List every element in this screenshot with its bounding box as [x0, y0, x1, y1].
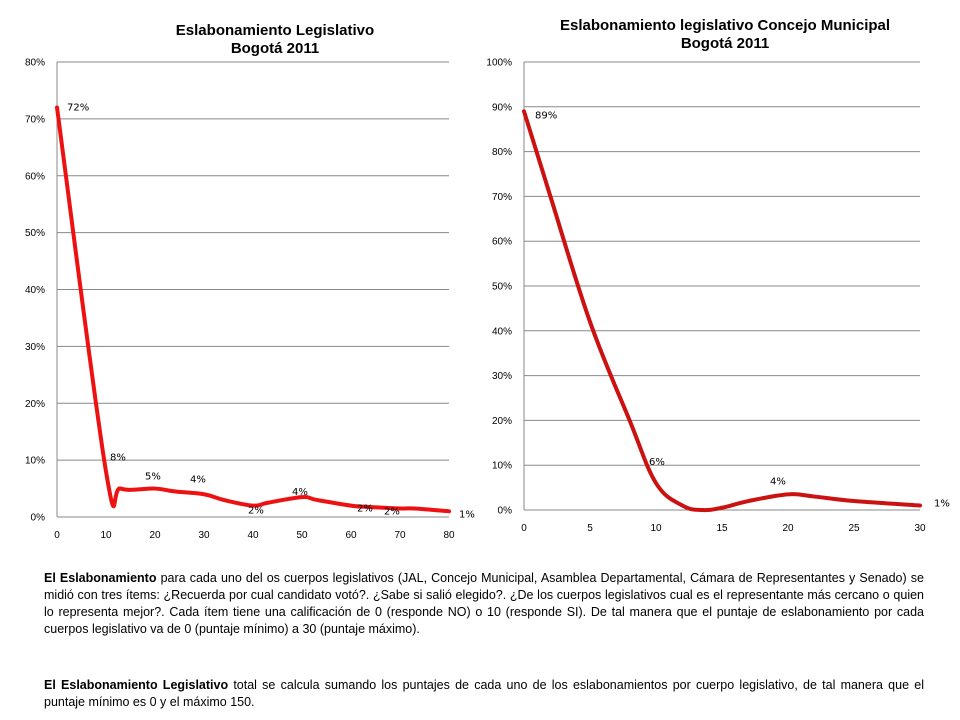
chart2-x-tick-label: 25: [848, 523, 860, 534]
chart1-x-tick-label: 70: [394, 530, 406, 541]
chart1-x-tick-label: 20: [149, 530, 161, 541]
chart2-title-line1: Eslabonamiento legislativo Concejo Munic…: [559, 17, 891, 34]
chart1-x-tick-label: 80: [443, 530, 455, 541]
chart2-data-label: 6%: [649, 457, 665, 468]
chart2-y-tick-label: 90%: [492, 102, 512, 113]
chart1-y-tick-label: 20%: [25, 399, 45, 410]
chart1-data-label: 8%: [110, 453, 126, 464]
chart1-y-tick-label: 70%: [25, 114, 45, 125]
chart1-y-tick-label: 10%: [25, 456, 45, 467]
chart2-series-line: [522, 109, 922, 513]
chart2-y-tick-label: 80%: [492, 147, 512, 158]
p2-body: total se calcula sumando los puntajes de…: [44, 678, 924, 709]
chart2-y-tick-label: 10%: [492, 461, 512, 472]
chart2-data-label: 4%: [770, 476, 786, 487]
chart1-data-label: 1%: [459, 509, 475, 520]
chart1-title-line1: Eslabonamiento Legislativo: [175, 22, 375, 39]
chart1-x-tick-label: 50: [296, 530, 308, 541]
chart1-data-label: 4%: [190, 474, 206, 485]
chart2-y-tick-label: 50%: [492, 282, 512, 293]
chart2-x-tick-label: 10: [650, 523, 662, 534]
p1-bold-term: El Eslabonamiento: [44, 571, 157, 585]
chart2-x-tick-label: 15: [716, 523, 728, 534]
chart2-y-tick-label: 100%: [486, 58, 512, 69]
chart2-subtitle: Bogotá 2011: [680, 35, 770, 52]
chart1-y-tick-label: 80%: [25, 58, 45, 69]
chart2-x-tick-label: 20: [782, 523, 794, 534]
chart1-y-tick-label: 60%: [25, 171, 45, 182]
chart2-data-label: 1%: [934, 499, 950, 510]
chart1-x-tick-label: 40: [247, 530, 259, 541]
chart1-data-label: 5%: [145, 472, 161, 483]
chart1-data-label: 4%: [292, 487, 308, 498]
description-paragraph-1: El Eslabonamiento para cada uno del os c…: [44, 570, 924, 638]
chart1-data-label: 2%: [248, 506, 264, 517]
chart1-data-label: 2%: [357, 504, 373, 515]
chart2-y-tick-label: 40%: [492, 326, 512, 337]
chart1-plot: 0% 10% 20% 30% 40% 50% 60% 70% 80% 0 10 20 30 40 50 60 7…: [25, 58, 475, 542]
chart1-data-label: 72%: [67, 103, 89, 114]
chart2-y-tick-label: 0%: [498, 506, 513, 517]
chart2-y-tick-label: 30%: [492, 371, 512, 382]
chart1-y-tick-label: 40%: [25, 285, 45, 296]
chart2-y-tick-label: 20%: [492, 416, 512, 427]
chart1-series-line: [55, 105, 451, 514]
chart1-y-tick-label: 0%: [31, 513, 46, 524]
chart1-subtitle: Bogotá 2011: [230, 40, 320, 57]
chart2-title: Eslabonamiento legislativo Concejo Munic…: [525, 17, 925, 53]
chart2-y-tick-label: 70%: [492, 192, 512, 203]
chart1-x-tick-label: 10: [100, 530, 112, 541]
chart2-x-tick-label: 5: [587, 523, 593, 534]
chart2-plot: 0% 10% 20% 30% 40% 50% 60% 70% 80% 90% 100% 0 5 10 15 2…: [486, 58, 949, 535]
chart2-x-tick-label: 30: [914, 523, 926, 534]
chart2-x-tick-label: 0: [521, 523, 527, 534]
chart1-y-tick-label: 50%: [25, 228, 45, 239]
chart1-data-label: 2%: [384, 506, 400, 517]
chart1-x-tick-label: 30: [198, 530, 210, 541]
chart2-y-tick-label: 60%: [492, 237, 512, 248]
chart2-data-label: 89%: [535, 110, 557, 121]
p2-bold-term: El Eslabonamiento Legislativo: [44, 678, 229, 692]
chart1-y-tick-label: 30%: [25, 342, 45, 353]
chart1-x-tick-label: 60: [345, 530, 357, 541]
charts-canvas: 0%10%20%30%40%50%60%70%80%0 10 20 30 40 50 60 7…: [25, 58, 950, 542]
p1-body: para cada uno del os cuerpos legislativo…: [44, 571, 924, 636]
chart1-title: Eslabonamiento Legislativo Bogotá 2011: [100, 22, 450, 58]
chart1-x-tick-label: 0: [54, 530, 60, 541]
description-paragraph-2: El Eslabonamiento Legislativo total se c…: [44, 677, 924, 711]
